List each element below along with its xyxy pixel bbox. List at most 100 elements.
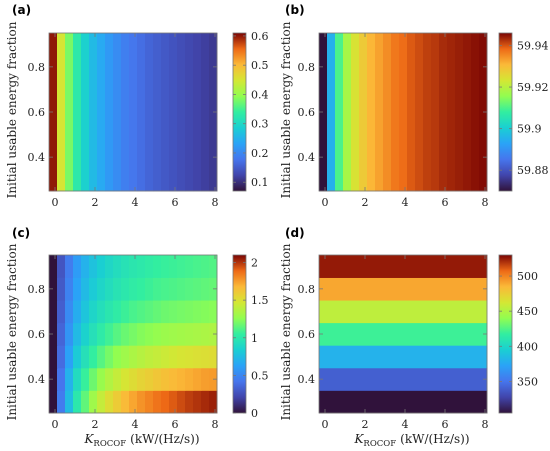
colorbar-tick-label: 1	[251, 332, 258, 345]
x-tick-label: 4	[402, 196, 409, 209]
x-tick-label: 0	[52, 196, 59, 209]
colorbar-tick-label: 0.4	[251, 88, 269, 101]
colorbar-tick-label: 450	[517, 305, 538, 318]
heatmap-cell-3-14	[161, 322, 170, 346]
heatmap-cell-4-4	[81, 300, 90, 324]
heatmap-cell-0-6	[97, 390, 106, 414]
heatmap-cell-5-1	[57, 277, 66, 301]
y-axis-label-b: Initial usable energy fraction	[279, 21, 293, 198]
heatmap-cell-0-2	[65, 390, 74, 414]
x-tick-label: 4	[402, 418, 409, 431]
heatmap-cell-6-2	[65, 255, 74, 278]
heatmap-cell-6-11	[137, 255, 146, 278]
heatmap-cell-3-11	[137, 322, 146, 346]
heatmap-cell-6-3	[73, 255, 82, 278]
heatmap-cell-0-1	[327, 33, 336, 192]
heatmap-cell-3-18	[193, 322, 202, 346]
heatmap-cell-0-10	[129, 33, 138, 192]
heatmap-cell-3-1	[57, 322, 66, 346]
heatmap-cell-4-9	[121, 300, 130, 324]
heatmap-b: 0 2 4 6 8 0.4 0.6 0.8 59.88 59.9 59.92 59.94	[298, 32, 549, 209]
heatmap-cell-0-9	[121, 33, 130, 192]
y-tick-label: 0.4	[298, 373, 316, 386]
heatmap-cell-2-4	[81, 345, 90, 369]
heatmap-cell-6-9	[121, 255, 130, 278]
heatmap-cell-0-7	[105, 33, 114, 192]
y-tick-label: 0.8	[28, 283, 46, 296]
heatmap-cell-4-0	[49, 300, 58, 324]
heatmap-cell-2-15	[169, 345, 178, 369]
heatmap-cell-0-9	[121, 390, 130, 414]
heatmap-cell-2-18	[193, 345, 202, 369]
heatmap-cell-6-16	[177, 255, 186, 278]
heatmap-cell-6-14	[161, 255, 170, 278]
heatmap-cell-2-20	[209, 345, 218, 369]
heatmap-cell-4-14	[161, 300, 170, 324]
heatmap-cell-5-14	[161, 277, 170, 301]
heatmap-cell-0-14	[431, 33, 440, 192]
colorbar	[499, 255, 512, 413]
y-axis-label-a: Initial usable energy fraction	[5, 21, 19, 198]
x-tick-label: 4	[132, 418, 139, 431]
heatmap-cell-1-1	[57, 367, 66, 391]
colorbar-tick-label: 59.94	[517, 39, 549, 52]
panel-a: (a) Initial usable energy fraction 0 2 4 6 8…	[5, 3, 269, 209]
heatmap-cell-3-4	[81, 322, 90, 346]
x-axis-label-main-d: K	[353, 432, 364, 446]
heatmap-cell-5-16	[177, 277, 186, 301]
heatmap-cell-0-8	[113, 33, 122, 192]
heatmap-cell-1-7	[105, 367, 114, 391]
heatmap-cell-4-3	[73, 300, 82, 324]
heatmap-cell-0-10	[129, 390, 138, 414]
y-tick-label: 0.6	[28, 328, 46, 341]
heatmap-cell-0-20	[209, 390, 218, 414]
heatmap-cell-4-7	[105, 300, 114, 324]
heatmap-cell-0-2	[335, 33, 344, 192]
heatmap-cell-1-2	[65, 367, 74, 391]
x-tick-label: 2	[92, 196, 99, 209]
heatmap-cell-3-5	[89, 322, 98, 346]
x-axis-label-units-c: (kW/(Hz/s))	[130, 432, 199, 446]
heatmap-cell-3-7	[105, 322, 114, 346]
y-tick-label: 0.4	[28, 151, 46, 164]
heatmap-cell-1-15	[169, 367, 178, 391]
panel-label-b: (b)	[285, 3, 305, 17]
heatmap-cell-0-19	[201, 33, 210, 192]
heatmap-cell-4-5	[89, 300, 98, 324]
heatmap-cell-0-11	[137, 33, 146, 192]
heatmap-cell-3-0	[49, 322, 58, 346]
heatmap-cell-6-10	[129, 255, 138, 278]
heatmap-cell-3-2	[65, 322, 74, 346]
colorbar-tick-label: 0.3	[251, 118, 269, 131]
heatmap-cell-5-0	[49, 277, 58, 301]
heatmap-cell-2-19	[201, 345, 210, 369]
heatmap-cell-1-4	[81, 367, 90, 391]
colorbar-tick-label: 59.92	[517, 81, 549, 94]
colorbar-tick-label: 2	[251, 257, 258, 270]
heatmap-cell-0-17	[455, 33, 464, 192]
heatmap-cell-4-18	[193, 300, 202, 324]
heatmap-cell-0-8	[383, 33, 392, 192]
heatmap-cell-0-3	[343, 33, 352, 192]
heatmap-cell-2-0	[319, 345, 488, 369]
heatmap-cell-2-10	[129, 345, 138, 369]
x-tick-label: 8	[482, 418, 489, 431]
heatmap-cell-3-19	[201, 322, 210, 346]
heatmap-cell-2-6	[97, 345, 106, 369]
heatmap-cell-0-2	[65, 33, 74, 192]
heatmap-cell-6-6	[97, 255, 106, 278]
heatmap-cell-6-0	[319, 255, 488, 278]
heatmap-cell-5-19	[201, 277, 210, 301]
heatmap-cell-5-11	[137, 277, 146, 301]
heatmap-cell-6-13	[153, 255, 162, 278]
heatmap-cell-5-4	[81, 277, 90, 301]
y-tick-label: 0.8	[298, 61, 316, 74]
colorbar-tick-label: 0.5	[251, 369, 269, 382]
heatmap-cell-3-15	[169, 322, 178, 346]
x-tick-label: 8	[212, 196, 219, 209]
heatmap-cell-0-11	[137, 390, 146, 414]
heatmap-cell-0-1	[57, 33, 66, 192]
heatmap-cell-5-10	[129, 277, 138, 301]
panel-d: (d) Initial usable energy fraction 0 2 4 6 8…	[279, 226, 538, 449]
heatmap-cell-0-18	[193, 390, 202, 414]
